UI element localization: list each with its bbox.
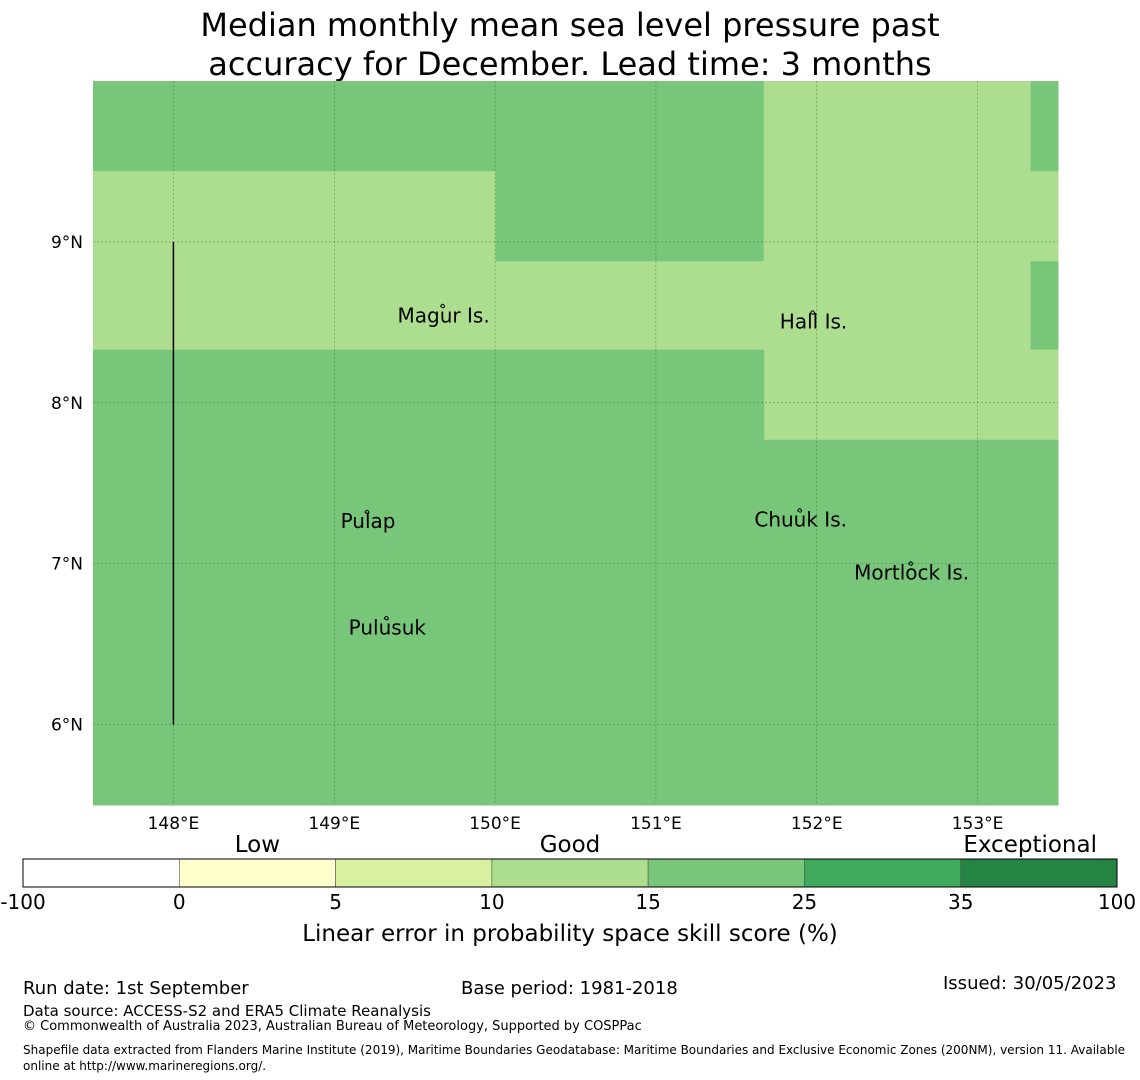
latitude-tick-label: 9°N	[51, 233, 83, 253]
island-outline	[364, 509, 370, 515]
longitude-tick-label: 152°E	[791, 814, 843, 834]
colorbar-bin	[22, 858, 180, 888]
colorbar-bin	[335, 858, 493, 888]
colorbar-category-label: Exceptional	[963, 832, 1097, 858]
place-label: Mortlock Is.	[854, 561, 969, 585]
base-period: Base period: 1981-2018	[461, 978, 678, 999]
colorbar-category-label: Low	[235, 832, 280, 858]
skill-cell	[93, 171, 496, 351]
skill-cell	[93, 81, 496, 172]
map-panel: 148°E 149°E 150°E 151°E 152°E 153°E 6°N 7°N 8°N 9…	[51, 81, 1059, 834]
colorbar-tick-label: 25	[792, 890, 817, 914]
longitude-tick-label: 150°E	[469, 814, 521, 834]
colorbar-bin	[491, 858, 649, 888]
longitude-tick-label: 148°E	[148, 814, 200, 834]
island-outline	[797, 508, 803, 513]
colorbar-tick-label: 5	[329, 890, 342, 914]
colorbar-tick-label: -100	[0, 890, 45, 914]
place-label: Hall Is.	[780, 310, 847, 334]
place-label: Chuuk Is.	[754, 508, 847, 532]
colorbar-bin	[178, 858, 336, 888]
place-label: Magur Is.	[398, 303, 490, 327]
skill-cell	[1030, 261, 1059, 351]
skill-cell	[763, 439, 1059, 806]
map-title: Median monthly mean sea level pressure p…	[0, 6, 1140, 84]
colorbar: -100 0 5 10 15 25 35 100 Low Good Exceptional Linea…	[0, 832, 1136, 947]
colorbar-tick-label: 35	[948, 890, 973, 914]
island-outline	[809, 310, 816, 315]
colorbar-frame	[22, 858, 1118, 888]
colorbar-bin	[960, 858, 1118, 888]
skill-cell	[763, 81, 1032, 441]
map-title-line-1: Median monthly mean sea level pressure p…	[200, 6, 940, 44]
island-outline	[908, 561, 914, 566]
longitude-tick-label: 149°E	[308, 814, 360, 834]
issued-date: Issued: 30/05/2023	[943, 973, 1117, 994]
longitude-tick-label: 151°E	[630, 814, 682, 834]
shapefile-credit: Shapefile data extracted from Flanders M…	[23, 1043, 1126, 1073]
colorbar-tick-label: 10	[479, 890, 504, 914]
skill-cell	[495, 261, 765, 351]
map-title-line-2: accuracy for December. Lead time: 3 mont…	[208, 45, 932, 83]
colorbar-bin	[804, 858, 962, 888]
island-outline	[383, 615, 389, 621]
skill-cell	[495, 81, 765, 262]
colorbar-bin	[647, 858, 805, 888]
run-date: Run date: 1st September	[23, 978, 249, 999]
colorbar-tick-label: 0	[173, 890, 186, 914]
skill-cell	[1030, 349, 1059, 441]
place-label: Pulusuk	[349, 615, 427, 639]
latitude-tick-label: 7°N	[51, 555, 83, 575]
colorbar-axis-label: Linear error in probability space skill …	[302, 921, 838, 947]
longitude-tick-label: 153°E	[952, 814, 1004, 834]
skill-map: 148°E 149°E 150°E 151°E 152°E 153°E 6°N 7°N 8°N 9…	[0, 81, 1136, 947]
island-outline	[440, 303, 446, 309]
skill-cell	[1030, 81, 1059, 172]
skill-cell	[1030, 171, 1059, 262]
place-label: Pulap	[341, 509, 396, 533]
colorbar-tick-label: 100	[1098, 890, 1136, 914]
colorbar-category-label: Good	[540, 832, 601, 858]
copyright-notice: © Commonwealth of Australia 2023, Austra…	[23, 1019, 642, 1034]
skill-cell	[93, 349, 765, 806]
latitude-tick-label: 6°N	[51, 716, 83, 736]
latitude-tick-label: 8°N	[51, 394, 83, 414]
data-source: Data source: ACCESS-S2 and ERA5 Climate …	[23, 1002, 431, 1020]
colorbar-tick-label: 15	[635, 890, 660, 914]
